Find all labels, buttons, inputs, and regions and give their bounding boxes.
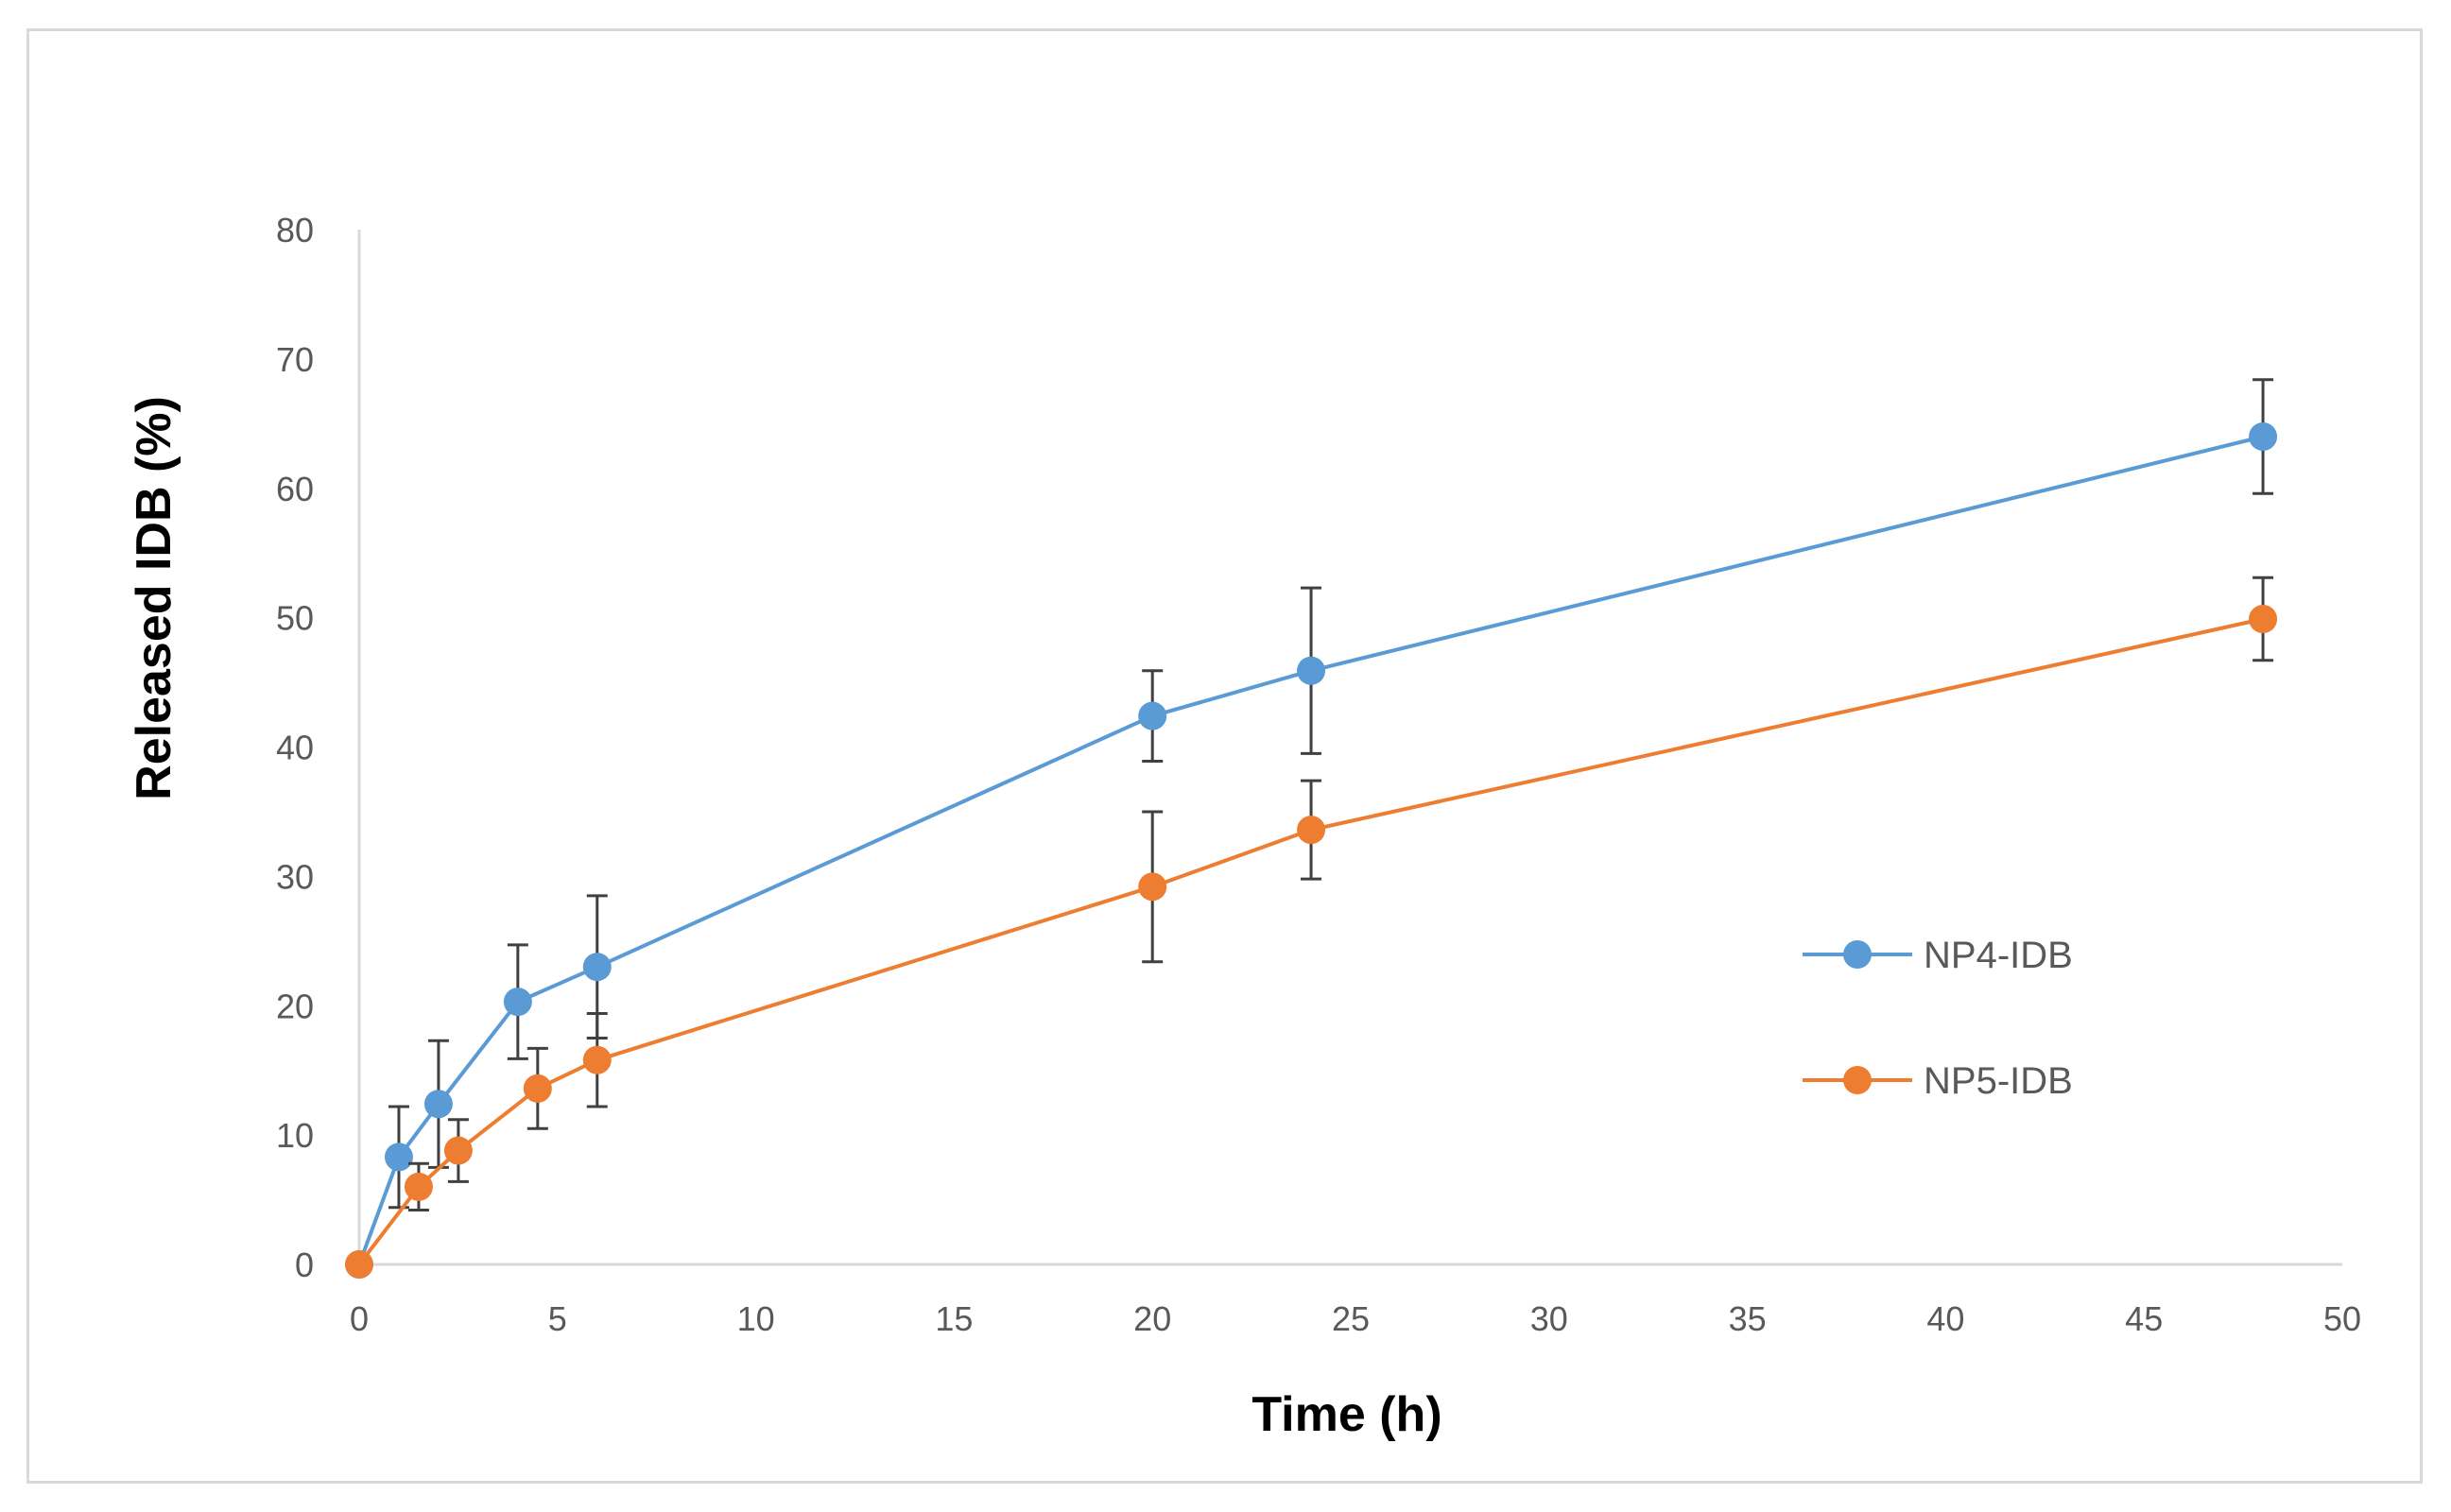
x-tick-label: 0 [350,1299,369,1338]
legend-label: NP4-IDB [1924,935,2073,976]
data-point [582,953,612,982]
data-point [1138,872,1167,902]
legend-marker [1843,940,1872,969]
legend-marker [1843,1066,1872,1094]
series-np5-idb [345,576,2278,1279]
x-tick-label: 20 [1133,1299,1171,1338]
data-point [443,1136,473,1165]
x-tick-labels: 0 5 10 15 20 25 30 35 40 45 50 [350,1299,2361,1338]
data-point [404,1172,433,1201]
data-point [1138,701,1167,730]
y-tick-label: 70 [276,340,314,379]
x-tick-label: 50 [2323,1299,2361,1338]
chart-frame [26,28,2423,1484]
x-tick-label: 35 [1729,1299,1767,1338]
y-tick-label: 50 [276,599,314,638]
x-tick-label: 40 [1926,1299,1964,1338]
legend-item-np5-idb: NP5-IDB [1803,1060,2073,1102]
data-point [523,1074,552,1103]
y-tick-label: 60 [276,470,314,508]
x-tick-label: 25 [1332,1299,1370,1338]
data-point [582,1045,612,1074]
x-tick-label: 10 [737,1299,775,1338]
data-point [2249,604,2278,633]
y-tick-label: 10 [276,1116,314,1155]
x-tick-label: 45 [2125,1299,2163,1338]
legend-label: NP5-IDB [1924,1060,2073,1102]
x-axis-title: Time (h) [1251,1387,1441,1442]
y-axis-title: Released IDB (%) [127,396,181,800]
series-layer [345,378,2278,1279]
data-point [503,988,532,1017]
x-tick-label: 30 [1530,1299,1568,1338]
data-point [2249,422,2278,451]
y-tick-label: 30 [276,857,314,896]
data-point [384,1143,413,1172]
legend-item-np4-idb: NP4-IDB [1803,935,2073,976]
data-point [1297,816,1326,845]
y-tick-label: 40 [276,729,314,767]
legend: NP4-IDB NP5-IDB [1803,935,2073,1102]
data-point [423,1090,453,1119]
x-tick-label: 15 [935,1299,973,1338]
y-tick-label: 20 [276,987,314,1025]
data-point [1297,656,1326,685]
y-tick-label: 80 [276,211,314,249]
x-tick-label: 5 [548,1299,567,1338]
axes [357,230,2342,1266]
data-point [345,1250,373,1279]
y-tick-labels: 0 10 20 30 40 50 60 70 80 [276,211,314,1284]
y-tick-label: 0 [295,1246,314,1284]
